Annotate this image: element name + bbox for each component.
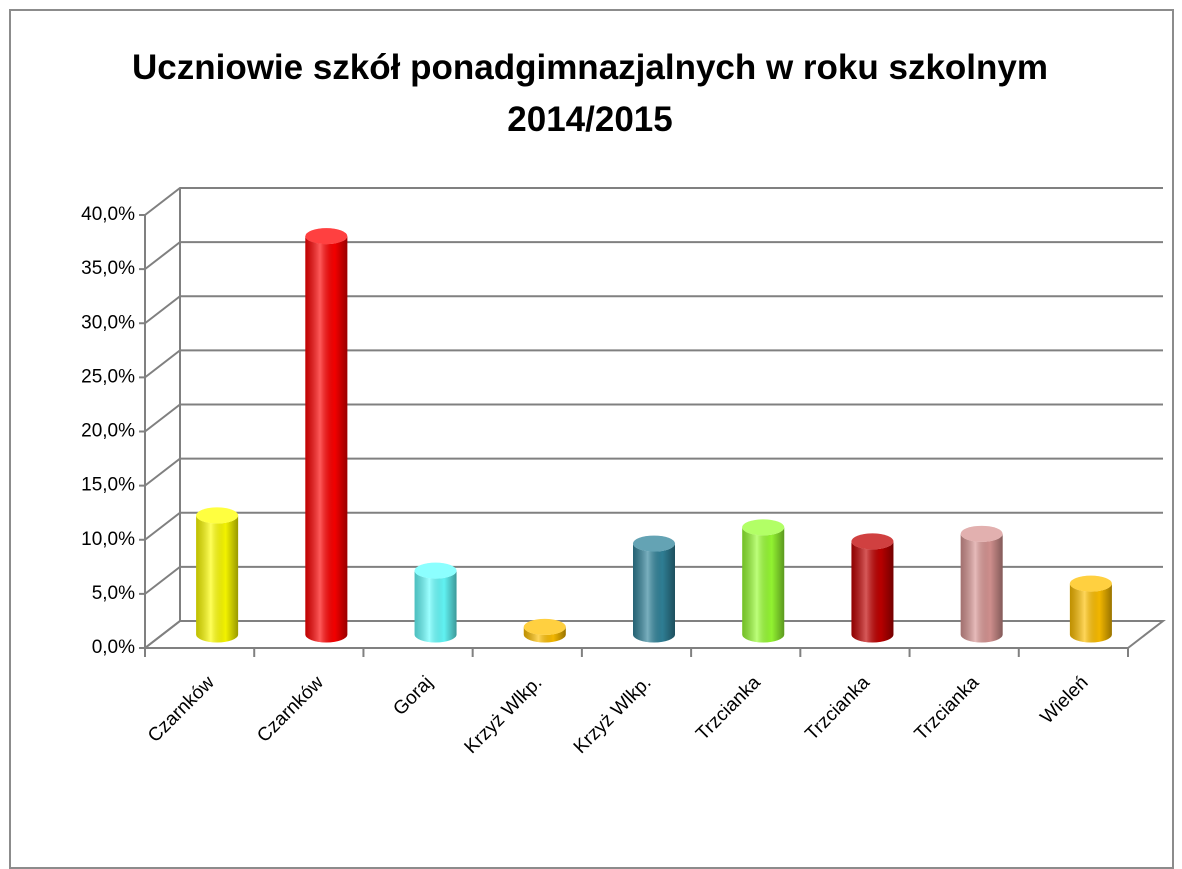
y-tick-label: 15,0% (81, 475, 135, 496)
bar-top-highlight (633, 535, 675, 552)
bar-shade (414, 570, 457, 643)
y-tick-label: 25,0% (81, 366, 135, 387)
x-tick-label: Trzcianka (801, 672, 874, 745)
bar-top (305, 228, 348, 245)
bar-shade (523, 626, 566, 643)
y-tick-label: 5,0% (92, 583, 135, 604)
bar-top-highlight (305, 228, 348, 245)
grid-line (144, 187, 1163, 216)
grid-line (144, 565, 1163, 595)
bar-shade (305, 236, 348, 643)
x-tick-label: Trzcianka (911, 672, 984, 745)
x-tick-label: Krzyż Wlkp. (570, 672, 656, 758)
bar-shade (960, 533, 1003, 643)
bar-top-highlight (414, 562, 457, 579)
bar-top (523, 618, 566, 635)
chart-title: Uczniowie szkół ponadgimnazjalnych w rok… (131, 48, 1048, 139)
y-tick-label: 0,0% (92, 637, 135, 658)
x-tick-label: Wieleń (1037, 672, 1093, 728)
bar-shade (742, 527, 785, 643)
bar-top-highlight (196, 507, 239, 524)
x-tick-label: Goraj (389, 672, 437, 720)
x-tick-label: Trzcianka (692, 672, 765, 745)
y-tick-label: 35,0% (81, 258, 135, 279)
grid-line (144, 511, 1163, 541)
bar-shade (851, 541, 894, 643)
grid-line (144, 457, 1163, 487)
bar-top (414, 562, 457, 579)
bar-top (742, 519, 785, 536)
bar-top-highlight (960, 525, 1003, 542)
y-tick-label: 20,0% (81, 421, 135, 442)
grid-line (144, 241, 1163, 270)
bar-top (851, 533, 894, 550)
bar-shade (1069, 583, 1112, 643)
bar-top-highlight (742, 519, 785, 536)
bar-top-highlight (1069, 575, 1112, 592)
grid-line (144, 295, 1163, 325)
bar-top (1069, 575, 1112, 592)
bar-shade (196, 515, 239, 643)
bar-top (633, 535, 675, 552)
bar-top (196, 507, 239, 524)
bar-top (960, 525, 1003, 542)
y-tick-label: 10,0% (81, 529, 135, 550)
bar-top-highlight (851, 533, 894, 550)
x-tick-label: Czarnków (253, 672, 328, 747)
x-tick-label: Czarnków (144, 672, 219, 747)
grid-line (144, 349, 1163, 379)
grid-line (144, 620, 1163, 649)
bar-top-highlight (523, 618, 566, 635)
x-tick-label: Krzyż Wlkp. (461, 672, 547, 758)
y-tick-label: 30,0% (81, 312, 135, 333)
grid-line (144, 403, 1163, 433)
y-tick-label: 40,0% (81, 204, 135, 225)
bar-shade (633, 543, 675, 643)
